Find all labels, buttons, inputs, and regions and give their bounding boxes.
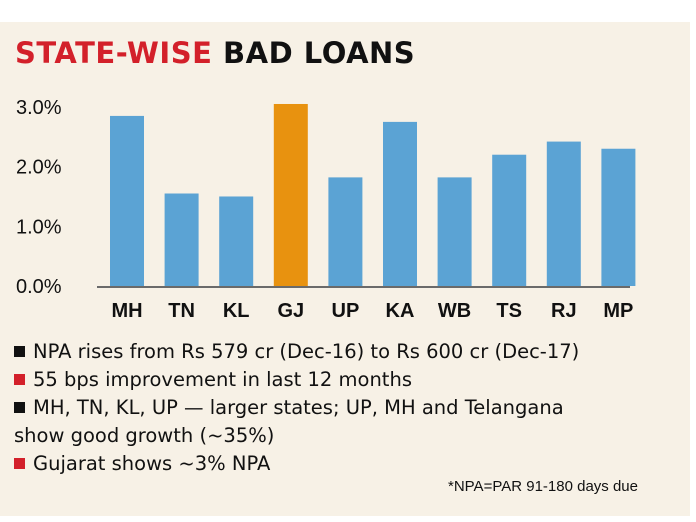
bar-mp bbox=[601, 148, 636, 286]
x-tick-label: GJ bbox=[277, 300, 304, 322]
y-tick-label: 2.0% bbox=[16, 157, 62, 179]
bar-wb bbox=[437, 177, 472, 286]
chart-title-rest: BAD LOANS bbox=[223, 36, 416, 70]
bullet-square-icon bbox=[14, 402, 25, 413]
chart-title-highlight: STATE-WISE bbox=[15, 36, 213, 70]
notes-list: NPA rises from Rs 579 cr (Dec-16) to Rs … bbox=[14, 338, 684, 478]
note-item: 55 bps improvement in last 12 months bbox=[14, 366, 684, 394]
x-tick-label: MP bbox=[603, 300, 633, 322]
bar-gj bbox=[273, 103, 308, 286]
bar-tn bbox=[164, 193, 199, 286]
bar-ts bbox=[492, 154, 527, 286]
x-tick-label: UP bbox=[332, 300, 360, 322]
x-tick-label: RJ bbox=[551, 300, 577, 322]
y-tick-label: 3.0% bbox=[16, 97, 62, 119]
x-tick-label: WB bbox=[438, 300, 471, 322]
chart-title: STATE-WISE BAD LOANS bbox=[15, 36, 415, 70]
note-text: show good growth (~35%) bbox=[14, 424, 275, 447]
bar-rj bbox=[546, 141, 581, 286]
x-tick-label: TS bbox=[496, 300, 522, 322]
note-text: 55 bps improvement in last 12 months bbox=[33, 368, 412, 391]
x-tick-label: MH bbox=[111, 300, 142, 322]
bar-ka bbox=[383, 121, 417, 286]
bullet-square-icon bbox=[14, 374, 25, 385]
y-tick-label: 0.0% bbox=[16, 276, 62, 298]
x-tick-label: TN bbox=[168, 300, 195, 322]
x-tick-label: KL bbox=[223, 300, 250, 322]
npa-footnote: *NPA=PAR 91-180 days due bbox=[448, 478, 638, 495]
note-item: NPA rises from Rs 579 cr (Dec-16) to Rs … bbox=[14, 338, 684, 366]
note-text: MH, TN, KL, UP — larger states; UP, MH a… bbox=[33, 396, 564, 419]
bullet-square-icon bbox=[14, 346, 25, 357]
bar-mh bbox=[110, 115, 144, 286]
note-item: MH, TN, KL, UP — larger states; UP, MH a… bbox=[14, 394, 684, 422]
x-tick-label: KA bbox=[386, 300, 415, 322]
bullet-square-icon bbox=[14, 458, 25, 469]
bar-up bbox=[328, 177, 363, 286]
note-text: Gujarat shows ~3% NPA bbox=[33, 452, 271, 475]
bar-kl bbox=[219, 196, 254, 286]
note-text: NPA rises from Rs 579 cr (Dec-16) to Rs … bbox=[33, 340, 580, 363]
y-tick-label: 1.0% bbox=[16, 216, 62, 238]
note-item: Gujarat shows ~3% NPA bbox=[14, 450, 684, 478]
note-item: show good growth (~35%) bbox=[14, 422, 684, 450]
